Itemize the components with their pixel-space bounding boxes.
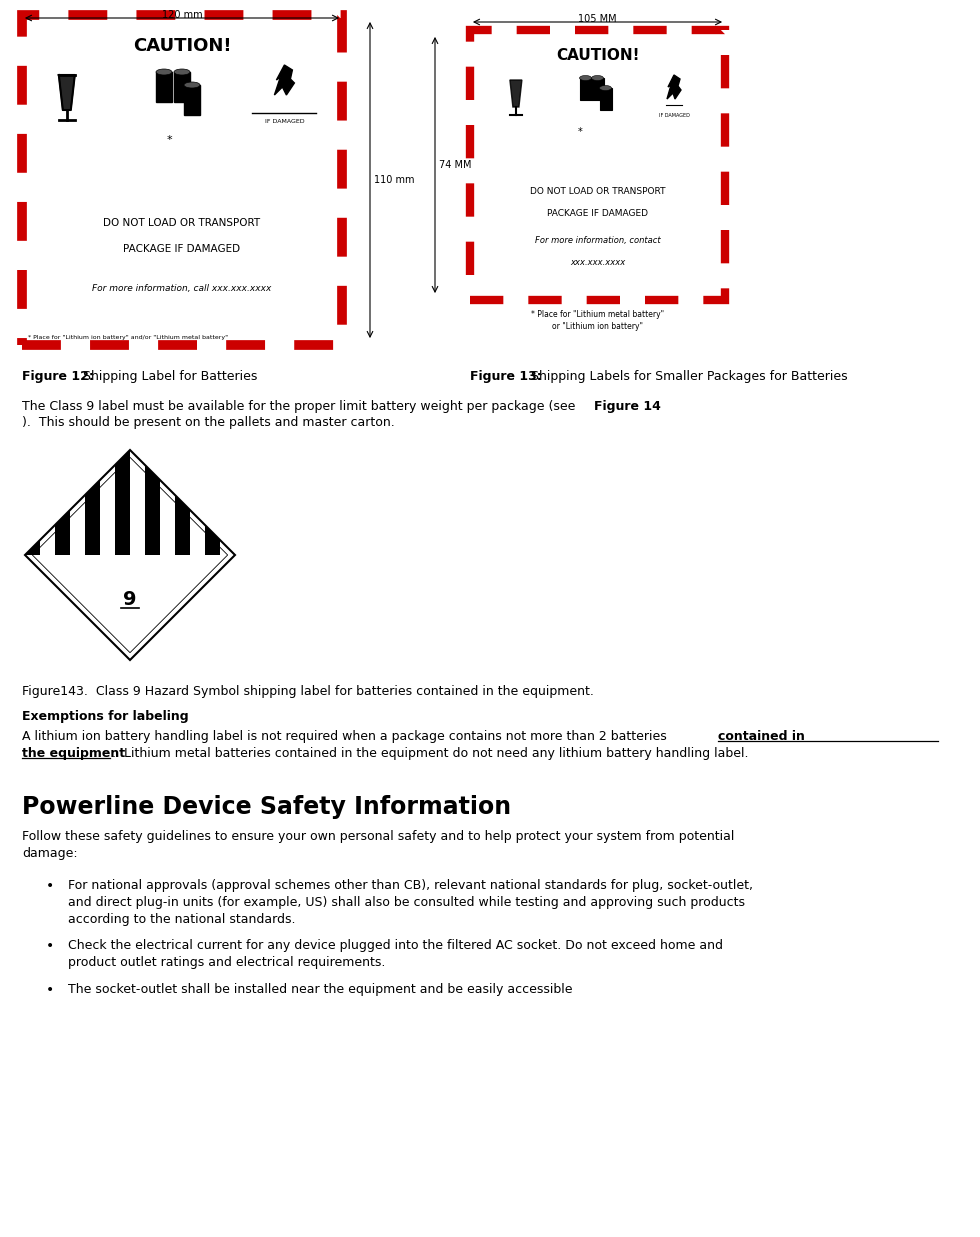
Polygon shape (115, 397, 130, 555)
Text: 9: 9 (123, 590, 137, 609)
Text: •: • (46, 939, 54, 952)
Text: Shipping Label for Batteries: Shipping Label for Batteries (83, 370, 258, 383)
Text: DO NOT LOAD OR TRANSPORT: DO NOT LOAD OR TRANSPORT (104, 218, 261, 228)
Bar (22, 15, 342, 345)
Text: Figure 12:: Figure 12: (22, 370, 94, 383)
Polygon shape (205, 397, 220, 555)
Text: •: • (46, 880, 54, 893)
Text: product outlet ratings and electrical requirements.: product outlet ratings and electrical re… (68, 956, 385, 969)
Polygon shape (25, 450, 235, 555)
Bar (22, 15, 342, 345)
Bar (470, 30, 725, 301)
Ellipse shape (592, 75, 604, 80)
Text: or "Lithium ion battery": or "Lithium ion battery" (552, 322, 643, 332)
Polygon shape (25, 450, 235, 661)
Ellipse shape (579, 75, 592, 80)
Polygon shape (85, 397, 100, 555)
Text: Shipping Labels for Smaller Packages for Batteries: Shipping Labels for Smaller Packages for… (531, 370, 848, 383)
Polygon shape (55, 397, 70, 555)
Polygon shape (59, 75, 74, 110)
Text: Follow these safety guidelines to ensure your own personal safety and to help pr: Follow these safety guidelines to ensure… (22, 830, 734, 842)
Polygon shape (25, 397, 40, 555)
Text: PACKAGE IF DAMAGED: PACKAGE IF DAMAGED (547, 209, 648, 218)
Text: IF DAMAGED: IF DAMAGED (265, 119, 304, 124)
Text: * Place for "Lithium metal battery": * Place for "Lithium metal battery" (531, 310, 664, 319)
Polygon shape (175, 397, 190, 555)
Ellipse shape (174, 69, 190, 75)
Text: 74 MM: 74 MM (439, 160, 471, 169)
Text: Check the electrical current for any device plugged into the filtered AC socket.: Check the electrical current for any dev… (68, 939, 723, 952)
Polygon shape (510, 80, 522, 106)
Text: according to the national standards.: according to the national standards. (68, 913, 296, 927)
Text: *: * (577, 127, 582, 137)
Bar (174, 72, 190, 101)
Text: The socket-outlet shall be installed near the equipment and be easily accessible: The socket-outlet shall be installed nea… (68, 983, 572, 996)
Text: the equipment: the equipment (22, 747, 125, 760)
Text: .  Lithium metal batteries contained in the equipment do not need any lithium ba: . Lithium metal batteries contained in t… (112, 747, 749, 760)
Text: The Class 9 label must be available for the proper limit battery weight per pack: The Class 9 label must be available for … (22, 400, 579, 413)
Polygon shape (667, 75, 681, 99)
Text: CAUTION!: CAUTION! (132, 37, 231, 54)
Polygon shape (274, 66, 294, 95)
Polygon shape (145, 397, 160, 555)
Text: PACKAGE IF DAMAGED: PACKAGE IF DAMAGED (123, 244, 240, 255)
Text: For more information, call xxx.xxx.xxxx: For more information, call xxx.xxx.xxxx (92, 285, 271, 293)
Text: damage:: damage: (22, 847, 77, 860)
Text: For national approvals (approval schemes other than CB), relevant national stand: For national approvals (approval schemes… (68, 880, 753, 892)
Text: 110 mm: 110 mm (374, 174, 415, 186)
Ellipse shape (184, 82, 200, 88)
Text: 120 mm: 120 mm (162, 10, 202, 20)
Text: IF DAMAGED: IF DAMAGED (659, 113, 690, 118)
Bar (600, 88, 612, 110)
Text: * Place for "Lithium ion battery" and/or "Lithium metal battery": * Place for "Lithium ion battery" and/or… (28, 335, 228, 340)
Text: Figure 13:: Figure 13: (470, 370, 542, 383)
Bar (592, 78, 604, 100)
Text: DO NOT LOAD OR TRANSPORT: DO NOT LOAD OR TRANSPORT (530, 188, 665, 197)
Text: ).  This should be present on the pallets and master carton.: ). This should be present on the pallets… (22, 416, 395, 429)
Text: Figure143.  Class 9 Hazard Symbol shipping label for batteries contained in the : Figure143. Class 9 Hazard Symbol shippin… (22, 685, 594, 698)
Ellipse shape (600, 85, 612, 90)
Text: Powerline Device Safety Information: Powerline Device Safety Information (22, 795, 512, 819)
Bar (579, 78, 592, 100)
Text: xxx.xxx.xxxx: xxx.xxx.xxxx (570, 257, 625, 267)
Bar (156, 72, 172, 101)
Text: Exemptions for labeling: Exemptions for labeling (22, 710, 188, 722)
Text: contained in: contained in (718, 730, 805, 743)
Text: 105 MM: 105 MM (578, 14, 616, 24)
Text: and direct plug-in units (for example, US) shall also be consulted while testing: and direct plug-in units (for example, U… (68, 896, 745, 909)
Text: *: * (167, 135, 172, 145)
Text: For more information, contact: For more information, contact (535, 236, 661, 245)
Bar (470, 30, 725, 301)
Ellipse shape (156, 69, 172, 75)
Bar (184, 85, 200, 115)
Text: A lithium ion battery handling label is not required when a package contains not: A lithium ion battery handling label is … (22, 730, 670, 743)
Text: CAUTION!: CAUTION! (556, 48, 639, 63)
Text: •: • (46, 983, 54, 997)
Text: Figure 14: Figure 14 (594, 400, 661, 413)
